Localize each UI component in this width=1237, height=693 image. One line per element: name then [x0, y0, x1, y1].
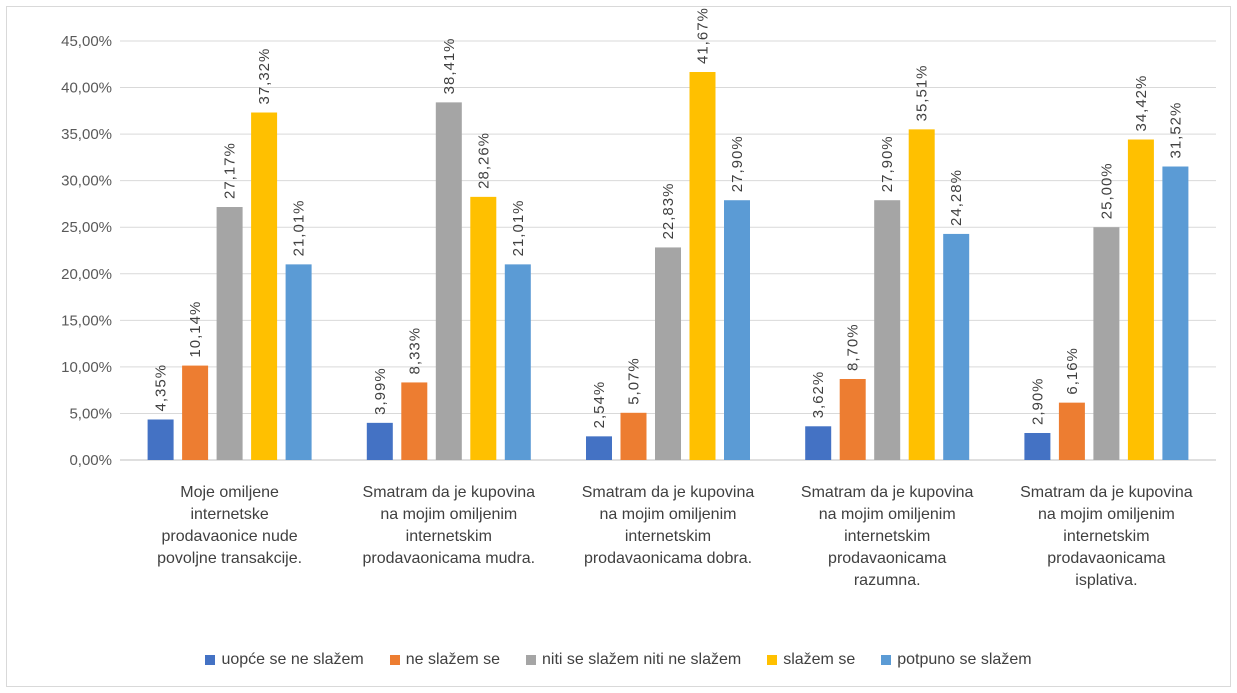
bar [908, 129, 935, 461]
bar [366, 422, 393, 460]
x-axis: Moje omiljene internetske prodavaonice nud… [157, 484, 1193, 589]
legend-swatch [389, 655, 400, 665]
y-tick-label: 35,00% [61, 126, 112, 143]
data-label: 3,99% [372, 367, 389, 415]
legend-swatch [767, 655, 778, 665]
bar [401, 382, 428, 460]
bar-chart: 0,00% 5,00% 10,00% 15,00% 20,00% 25,00% 30,00%… [61, 7, 1216, 589]
legend-item: ne slažem se [389, 651, 501, 669]
category-label: Smatram da je kupovina na mojim omiljenim… [582, 484, 755, 567]
bar [620, 412, 647, 460]
data-label: 21,01% [510, 199, 527, 256]
bar [435, 102, 462, 460]
legend-label: uopće se ne slažem [221, 651, 364, 668]
bar [655, 247, 681, 460]
legend-swatch [526, 655, 537, 665]
y-tick-label: 30,00% [61, 173, 112, 190]
legend-item: uopće se ne slažem [205, 651, 364, 669]
bar [216, 207, 243, 460]
data-label: 3,62% [810, 371, 827, 419]
bar [251, 112, 278, 460]
data-label: 2,54% [591, 381, 608, 429]
data-label: 27,17% [222, 142, 239, 199]
category-label: Smatram da je kupovina na mojim omiljenim… [1020, 484, 1193, 589]
data-labels: 4,35% 3,99% 2,54% 3,62% 2,90% 10,14% 8,33% 5,07… [153, 7, 1185, 428]
bar [1024, 432, 1051, 460]
bar [285, 264, 312, 460]
legend-item: niti se slažem niti ne slažem [526, 651, 741, 669]
data-label: 6,16% [1064, 347, 1081, 395]
chart-frame [6, 6, 1231, 687]
data-label: 27,90% [879, 135, 896, 192]
data-label: 8,70% [845, 323, 862, 371]
bar [839, 378, 866, 460]
bar [874, 200, 901, 460]
data-label: 25,00% [1098, 162, 1115, 219]
bar [586, 436, 612, 460]
y-tick-label: 25,00% [61, 219, 112, 236]
y-tick-label: 20,00% [61, 266, 112, 283]
y-tick-label: 40,00% [61, 80, 112, 97]
data-label: 10,14% [187, 301, 204, 358]
data-label: 38,41% [441, 37, 458, 94]
y-axis: 0,00% 5,00% 10,00% 15,00% 20,00% 25,00% 30,00%… [61, 33, 112, 469]
y-tick-label: 45,00% [61, 33, 112, 50]
legend-swatch [205, 655, 216, 665]
data-label: 31,52% [1167, 102, 1184, 159]
bar [1127, 139, 1154, 461]
data-label: 35,51% [914, 64, 931, 121]
legend-item: slažem se [767, 651, 855, 669]
legend-label: slažem se [783, 651, 856, 668]
bar [943, 233, 970, 460]
data-label: 4,35% [153, 364, 170, 412]
legend-label: ne slažem se [405, 651, 501, 668]
data-label: 37,32% [256, 48, 273, 105]
bar [470, 196, 497, 461]
y-tick-label: 15,00% [61, 312, 112, 329]
bar [805, 426, 832, 460]
legend-swatch [881, 655, 892, 665]
data-label: 28,26% [475, 132, 492, 189]
legend-item: potpuno se slažem [881, 651, 1032, 669]
bars [147, 72, 1189, 461]
category-label: Moje omiljene internetske prodavaonice nud… [157, 484, 302, 567]
bar [1093, 227, 1120, 460]
bar [689, 72, 716, 461]
legend-label: potpuno se slažem [897, 651, 1032, 668]
data-label: 8,33% [406, 327, 423, 375]
bar [147, 419, 174, 460]
bar [724, 200, 750, 460]
bar [182, 365, 209, 460]
y-tick-label: 0,00% [69, 452, 112, 469]
category-label: Smatram da je kupovina na mojim omiljenim… [801, 484, 974, 589]
data-label: 2,90% [1029, 377, 1046, 425]
bar [504, 264, 531, 460]
data-label: 27,90% [729, 135, 746, 192]
bar [1162, 166, 1189, 460]
data-label: 34,42% [1133, 75, 1150, 132]
data-label: 41,67% [695, 7, 712, 64]
legend-label: niti se slažem niti ne slažem [542, 651, 742, 668]
data-label: 5,07% [626, 357, 643, 405]
y-tick-label: 10,00% [61, 359, 112, 376]
y-tick-label: 5,00% [69, 405, 112, 422]
bar [1058, 402, 1085, 460]
data-label: 24,28% [948, 169, 965, 226]
data-label: 21,01% [291, 199, 308, 256]
data-label: 22,83% [660, 183, 677, 240]
category-label: Smatram da je kupovina na mojim omiljenim… [363, 484, 536, 567]
legend: uopće se ne slažem ne slažem se niti se sl… [0, 645, 1237, 675]
